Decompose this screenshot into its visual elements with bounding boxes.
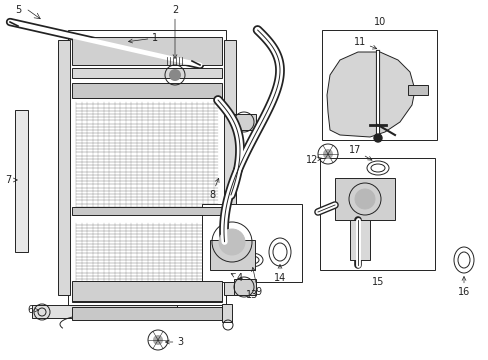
Circle shape	[354, 189, 374, 209]
Text: 2: 2	[171, 5, 178, 58]
Ellipse shape	[272, 243, 286, 261]
Bar	[15, 110, 28, 252]
Text: 17: 17	[348, 145, 371, 160]
Text: 15: 15	[371, 277, 384, 287]
Bar	[321, 30, 436, 140]
Ellipse shape	[268, 238, 290, 266]
Bar	[407, 85, 427, 95]
Bar	[334, 178, 394, 220]
Text: 3: 3	[165, 337, 183, 347]
Circle shape	[373, 134, 381, 142]
Bar	[68, 30, 225, 305]
Bar	[202, 204, 302, 282]
Text: 11: 11	[353, 37, 376, 49]
Bar	[72, 207, 222, 215]
Text: 16: 16	[457, 276, 469, 297]
Text: 9: 9	[251, 267, 261, 297]
Circle shape	[153, 335, 163, 345]
Ellipse shape	[241, 253, 263, 267]
Circle shape	[169, 69, 181, 81]
Ellipse shape	[244, 256, 259, 264]
Ellipse shape	[366, 161, 388, 175]
Ellipse shape	[457, 252, 469, 268]
Text: 6: 6	[27, 305, 39, 315]
Text: 5: 5	[15, 5, 21, 15]
Bar	[72, 281, 222, 301]
Bar	[222, 304, 231, 322]
Bar	[32, 305, 177, 318]
Text: 7: 7	[5, 175, 17, 185]
Text: 14: 14	[273, 265, 285, 283]
Bar	[319, 158, 434, 270]
Bar	[58, 40, 70, 295]
Bar	[72, 294, 222, 302]
Circle shape	[323, 149, 332, 159]
Ellipse shape	[370, 164, 384, 172]
Bar	[72, 37, 222, 65]
Text: 13: 13	[245, 290, 258, 300]
Ellipse shape	[453, 247, 473, 273]
Bar	[234, 279, 256, 295]
Text: 4: 4	[231, 273, 243, 283]
Bar	[349, 220, 369, 260]
Circle shape	[219, 229, 244, 255]
Bar	[224, 40, 236, 295]
Bar	[72, 83, 222, 98]
Text: 10: 10	[373, 17, 386, 27]
Bar	[72, 307, 222, 320]
Bar	[209, 240, 254, 270]
Polygon shape	[326, 52, 414, 137]
Bar	[234, 114, 256, 130]
Text: 8: 8	[208, 178, 219, 200]
Text: 1: 1	[128, 33, 158, 43]
Bar	[72, 68, 222, 78]
Text: 12: 12	[305, 155, 321, 165]
